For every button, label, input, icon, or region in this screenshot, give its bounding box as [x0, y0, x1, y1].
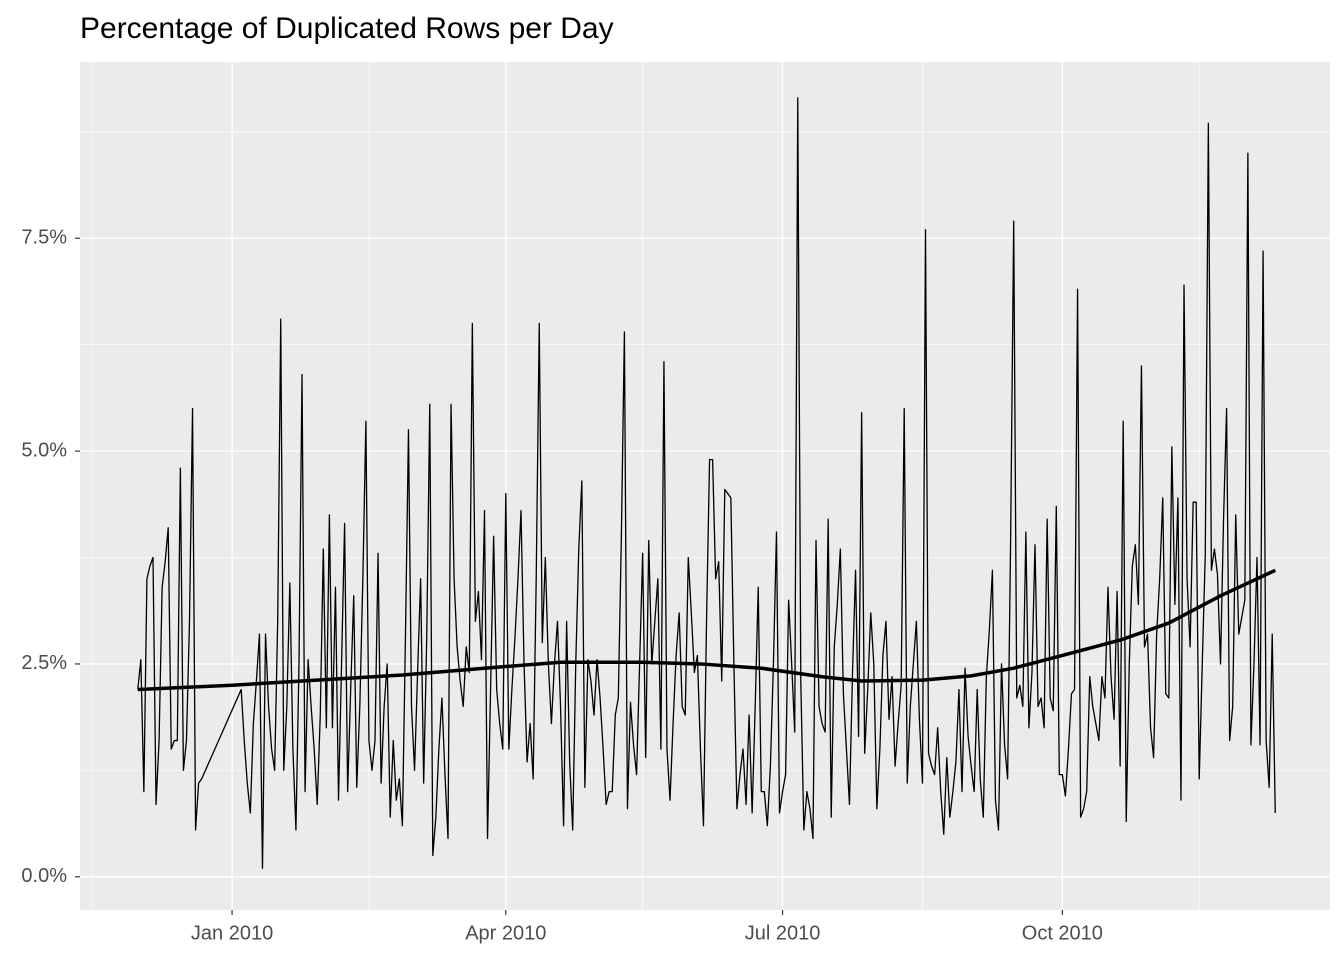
- x-tick-label: Oct 2010: [1022, 922, 1103, 944]
- x-tick-label: Apr 2010: [465, 922, 546, 944]
- x-tick-label: Jul 2010: [745, 922, 821, 944]
- y-tick-label: 5.0%: [21, 439, 67, 461]
- data-line: [137, 568, 1276, 692]
- y-tick-label: 2.5%: [21, 652, 67, 674]
- y-tick-label: 7.5%: [21, 227, 67, 249]
- data-line: [137, 97, 1276, 869]
- y-tick-label: 0.0%: [21, 865, 67, 887]
- chart-title: Percentage of Duplicated Rows per Day: [80, 12, 614, 45]
- x-tick-label: Jan 2010: [191, 922, 273, 944]
- plot-panel: [80, 62, 1330, 910]
